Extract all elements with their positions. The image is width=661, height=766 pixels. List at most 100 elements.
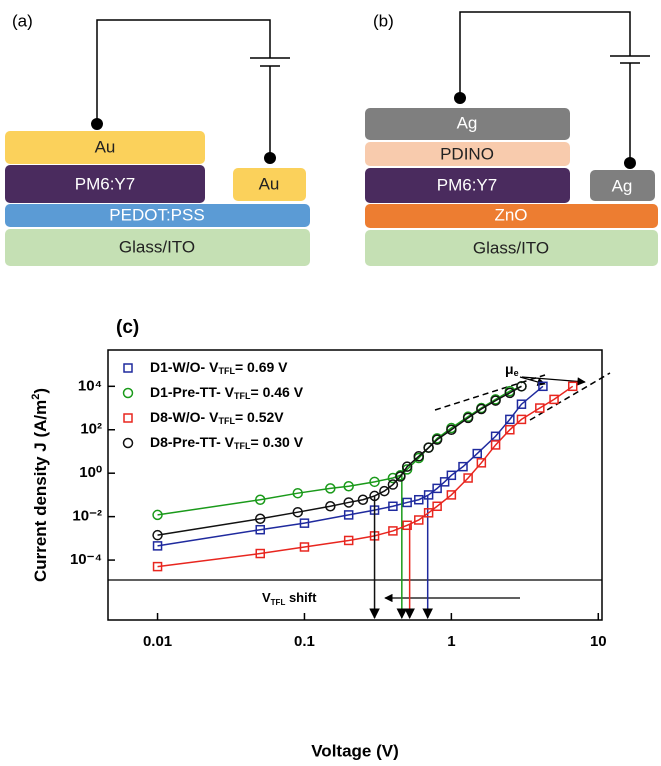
- y-tick-label: 10⁴: [78, 377, 102, 394]
- y-tick-label: 10⁻²: [72, 508, 102, 525]
- layer: [5, 204, 310, 227]
- contact-dot: [624, 157, 636, 169]
- slope-line: [529, 372, 611, 421]
- legend-text: D1-Pre-TT- V: [150, 384, 235, 400]
- wire: [459, 11, 631, 98]
- y-axis-title-end: ): [31, 388, 50, 394]
- fit-line: [157, 385, 522, 536]
- point: [152, 541, 163, 551]
- layer: [5, 165, 205, 203]
- layer: [233, 168, 306, 201]
- panel-label: (a): [12, 11, 33, 30]
- point: [535, 403, 545, 413]
- point: [325, 501, 336, 512]
- point: [567, 381, 578, 392]
- x-axis-title: Voltage (V): [311, 741, 399, 760]
- legend-text: D8-W/O- V: [150, 409, 219, 425]
- legend-entry: D8-Pre-TT- VTFL= 0.30 V: [150, 434, 304, 452]
- point: [414, 494, 424, 505]
- point: [325, 483, 336, 494]
- annotation-text: V: [262, 590, 271, 605]
- layer: [5, 229, 310, 266]
- point: [446, 424, 457, 436]
- layer-label: PDINO: [440, 144, 494, 163]
- legend-marker: [122, 387, 134, 399]
- fit-line: [157, 385, 574, 568]
- point: [504, 387, 516, 399]
- panel-label: (b): [373, 11, 394, 30]
- point: [255, 548, 265, 559]
- legend-text: = 0.52V: [235, 409, 284, 425]
- y-axis-title: Current density J (A/m2): [30, 388, 51, 582]
- point: [254, 494, 266, 505]
- x-tick-label: 1: [447, 633, 455, 650]
- annotation-end: shift: [285, 590, 317, 605]
- legend-marker: [122, 437, 134, 449]
- legend-sub: TFL: [234, 441, 251, 451]
- layer: [365, 204, 658, 228]
- point: [516, 381, 527, 392]
- layer-label: Au: [95, 137, 116, 156]
- layer: [365, 108, 570, 140]
- annotation-sub: e: [514, 368, 519, 378]
- point: [423, 508, 434, 518]
- annotation-text: μ: [505, 361, 514, 377]
- point: [395, 471, 406, 482]
- layer-label: PM6:Y7: [437, 175, 497, 194]
- layer-label: Glass/ITO: [119, 237, 195, 256]
- point: [432, 501, 442, 512]
- point: [472, 448, 482, 459]
- point: [538, 381, 548, 392]
- layer-label: Au: [259, 174, 280, 193]
- point: [490, 395, 501, 406]
- point: [343, 510, 354, 520]
- point: [549, 394, 559, 405]
- point: [463, 473, 473, 483]
- point: [357, 494, 369, 505]
- point: [254, 513, 266, 524]
- y-tick-label: 10⁰: [79, 464, 102, 481]
- point: [414, 515, 424, 525]
- legend-text: D1-W/O- V: [150, 359, 219, 375]
- layer-label: Glass/ITO: [473, 238, 549, 257]
- annotation-arrow: [521, 376, 586, 386]
- panel-label: (c): [116, 317, 139, 338]
- point: [431, 434, 443, 445]
- legend-entry: D1-Pre-TT- VTFL= 0.46 V: [150, 384, 304, 402]
- y-tick-label: 10²: [80, 421, 102, 438]
- layer-label: PM6:Y7: [75, 174, 135, 193]
- point: [423, 442, 434, 453]
- point: [516, 414, 527, 425]
- point: [402, 520, 412, 531]
- point: [255, 524, 265, 535]
- point: [446, 490, 457, 500]
- legend-marker: [123, 363, 133, 373]
- legend-text: D8-Pre-TT- V: [150, 434, 235, 450]
- point: [402, 497, 412, 508]
- point: [379, 485, 390, 497]
- point: [388, 501, 398, 512]
- point: [413, 451, 425, 462]
- panel-a: (a) Au PM6:Y7 PEDOT:PSS Glass/ITO Au: [5, 11, 310, 266]
- legend-text: = 0.69 V: [235, 359, 288, 375]
- panel-b: (b) Ag PDINO PM6:Y7 ZnO Glass/ITO Ag: [365, 11, 658, 266]
- layer-label: Ag: [457, 113, 478, 132]
- contact-dot: [264, 152, 276, 164]
- point: [299, 518, 310, 528]
- contact-dot: [91, 118, 103, 130]
- point: [343, 497, 354, 508]
- point: [387, 479, 399, 490]
- point: [152, 561, 163, 572]
- point: [343, 481, 354, 492]
- layer: [365, 230, 658, 266]
- layer-label: PEDOT:PSS: [109, 205, 204, 224]
- legend-text: = 0.46 V: [251, 384, 304, 400]
- legend-sub: TFL: [234, 391, 251, 401]
- point: [490, 440, 501, 450]
- point: [505, 414, 515, 425]
- point: [369, 476, 380, 488]
- annotation-sub: TFL: [271, 598, 286, 607]
- plot-frame: [107, 349, 603, 621]
- layer: [365, 168, 570, 203]
